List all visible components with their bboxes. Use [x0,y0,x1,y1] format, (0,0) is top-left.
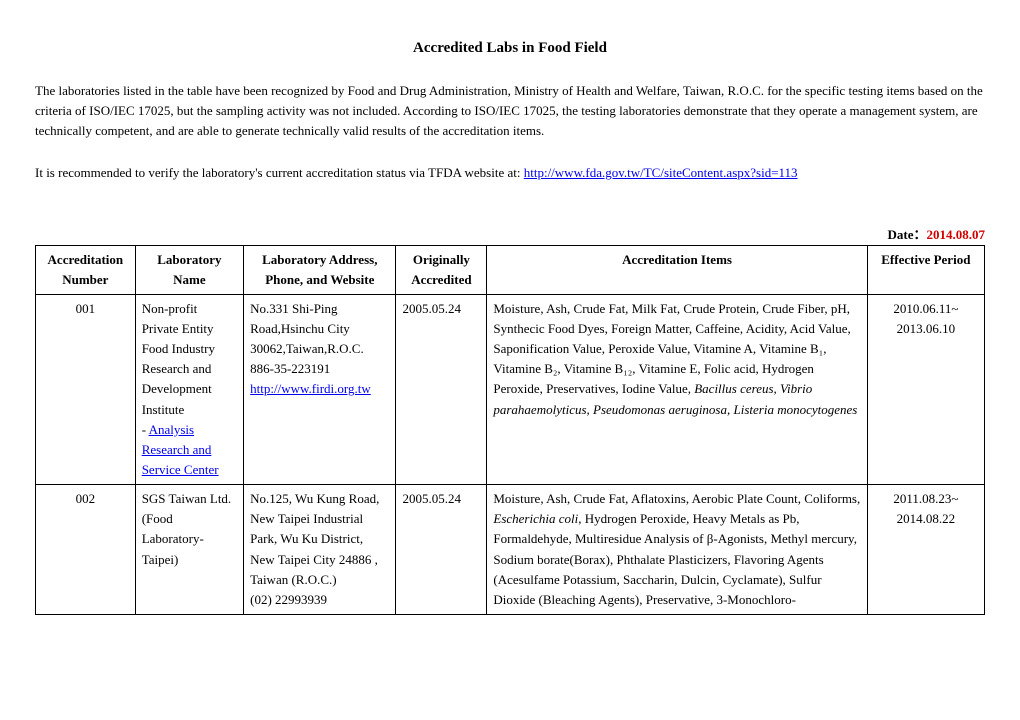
date-label: Date： [888,227,927,242]
cell-addr: No.331 Shi-Ping Road,Hsinchu City 30062,… [244,294,396,484]
col-header-labname: Laboratory Name [135,245,243,294]
items-italic: Escherichia coli [493,511,578,526]
verify-paragraph: It is recommended to verify the laborato… [35,163,985,183]
cell-labname: SGS Taiwan Ltd. (Food Laboratory- Taipei… [135,485,243,615]
items-plain: Moisture, Ash, Crude Fat, Aflatoxins, Ae… [493,491,860,506]
col-header-eff: Effective Period [867,245,984,294]
page-title: Accredited Labs in Food Field [35,40,985,57]
intro-paragraph: The laboratories listed in the table hav… [35,81,985,141]
addr-phone: (02) 22993939 [250,592,327,607]
verify-text: It is recommended to verify the laborato… [35,165,524,180]
cell-items: Moisture, Ash, Crude Fat, Milk Fat, Crud… [487,294,867,484]
addr-lines: No.125, Wu Kung Road, New Taipei Industr… [250,491,379,587]
addr-phone: 886-35-223191 [250,361,330,376]
col-header-orig: Originally Accredited [396,245,487,294]
date-value: 2014.08.07 [927,227,986,242]
table-header-row: Accreditation Number Laboratory Name Lab… [36,245,985,294]
cell-addr: No.125, Wu Kung Road, New Taipei Industr… [244,485,396,615]
labname-text: SGS Taiwan Ltd. (Food Laboratory- Taipei… [142,491,232,566]
col-header-accnum: Accreditation Number [36,245,136,294]
cell-eff: 2010.06.11~ 2013.06.10 [867,294,984,484]
table-row: 002 SGS Taiwan Ltd. (Food Laboratory- Ta… [36,485,985,615]
date-line: Date：2014.08.07 [35,224,985,243]
cell-eff: 2011.08.23~ 2014.08.22 [867,485,984,615]
cell-labname: Non-profit Private Entity Food Industry … [135,294,243,484]
cell-items: Moisture, Ash, Crude Fat, Aflatoxins, Ae… [487,485,867,615]
cell-accnum: 001 [36,294,136,484]
labname-text: Non-profit Private Entity Food Industry … [142,301,215,417]
col-header-addr: Laboratory Address, Phone, and Website [244,245,396,294]
labname-link[interactable]: Analysis Research and Service Center [142,422,219,477]
cell-orig: 2005.05.24 [396,294,487,484]
cell-accnum: 002 [36,485,136,615]
cell-orig: 2005.05.24 [396,485,487,615]
addr-website-link[interactable]: http://www.firdi.org.tw [250,381,371,396]
labs-table: Accreditation Number Laboratory Name Lab… [35,245,985,615]
verify-link[interactable]: http://www.fda.gov.tw/TC/siteContent.asp… [524,165,798,180]
addr-lines: No.331 Shi-Ping Road,Hsinchu City 30062,… [250,301,364,356]
table-row: 001 Non-profit Private Entity Food Indus… [36,294,985,484]
col-header-items: Accreditation Items [487,245,867,294]
labname-dash: - [142,422,149,437]
